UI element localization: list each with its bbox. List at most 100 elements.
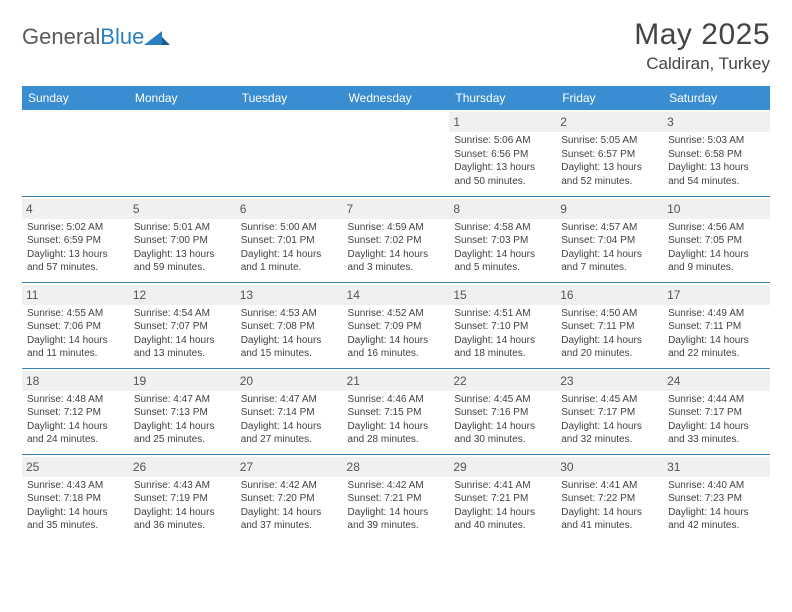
day-cell: 4Sunrise: 5:02 AMSunset: 6:59 PMDaylight… — [22, 196, 129, 282]
week-row: 4Sunrise: 5:02 AMSunset: 6:59 PMDaylight… — [22, 196, 770, 282]
day-number: 18 — [22, 371, 129, 391]
day-cell: 16Sunrise: 4:50 AMSunset: 7:11 PMDayligh… — [556, 282, 663, 368]
day-number: 23 — [556, 371, 663, 391]
day-details: Sunrise: 4:49 AMSunset: 7:11 PMDaylight:… — [667, 307, 766, 361]
day-cell: 3Sunrise: 5:03 AMSunset: 6:58 PMDaylight… — [663, 110, 770, 196]
day-number: 4 — [22, 199, 129, 219]
dow-sunday: Sunday — [22, 86, 129, 110]
day-details: Sunrise: 4:47 AMSunset: 7:14 PMDaylight:… — [240, 393, 339, 447]
calendar-page: GeneralBlue May 2025 Caldiran, Turkey Su… — [0, 0, 792, 540]
week-row: 18Sunrise: 4:48 AMSunset: 7:12 PMDayligh… — [22, 368, 770, 454]
day-details: Sunrise: 4:57 AMSunset: 7:04 PMDaylight:… — [560, 221, 659, 275]
day-cell: 1Sunrise: 5:06 AMSunset: 6:56 PMDaylight… — [449, 110, 556, 196]
day-cell: 14Sunrise: 4:52 AMSunset: 7:09 PMDayligh… — [343, 282, 450, 368]
dow-monday: Monday — [129, 86, 236, 110]
day-cell: 12Sunrise: 4:54 AMSunset: 7:07 PMDayligh… — [129, 282, 236, 368]
day-cell: 21Sunrise: 4:46 AMSunset: 7:15 PMDayligh… — [343, 368, 450, 454]
day-cell: 8Sunrise: 4:58 AMSunset: 7:03 PMDaylight… — [449, 196, 556, 282]
day-details: Sunrise: 4:54 AMSunset: 7:07 PMDaylight:… — [133, 307, 232, 361]
day-details: Sunrise: 4:53 AMSunset: 7:08 PMDaylight:… — [240, 307, 339, 361]
day-number: 1 — [449, 112, 556, 132]
day-number: 13 — [236, 285, 343, 305]
day-details: Sunrise: 4:48 AMSunset: 7:12 PMDaylight:… — [26, 393, 125, 447]
day-number: 16 — [556, 285, 663, 305]
day-cell: 11Sunrise: 4:55 AMSunset: 7:06 PMDayligh… — [22, 282, 129, 368]
day-cell: .. — [129, 110, 236, 196]
day-number: 9 — [556, 199, 663, 219]
day-cell: 23Sunrise: 4:45 AMSunset: 7:17 PMDayligh… — [556, 368, 663, 454]
day-details: Sunrise: 4:44 AMSunset: 7:17 PMDaylight:… — [667, 393, 766, 447]
day-details: Sunrise: 4:46 AMSunset: 7:15 PMDaylight:… — [347, 393, 446, 447]
day-details: Sunrise: 4:43 AMSunset: 7:18 PMDaylight:… — [26, 479, 125, 533]
day-cell: 30Sunrise: 4:41 AMSunset: 7:22 PMDayligh… — [556, 454, 663, 540]
day-details: Sunrise: 5:01 AMSunset: 7:00 PMDaylight:… — [133, 221, 232, 275]
day-number: 27 — [236, 457, 343, 477]
day-cell: 18Sunrise: 4:48 AMSunset: 7:12 PMDayligh… — [22, 368, 129, 454]
day-cell: 10Sunrise: 4:56 AMSunset: 7:05 PMDayligh… — [663, 196, 770, 282]
day-number: 21 — [343, 371, 450, 391]
day-details: Sunrise: 4:50 AMSunset: 7:11 PMDaylight:… — [560, 307, 659, 361]
day-cell: 31Sunrise: 4:40 AMSunset: 7:23 PMDayligh… — [663, 454, 770, 540]
day-number: 25 — [22, 457, 129, 477]
day-details: Sunrise: 4:47 AMSunset: 7:13 PMDaylight:… — [133, 393, 232, 447]
day-number: 17 — [663, 285, 770, 305]
day-number: 2 — [556, 112, 663, 132]
day-cell: 19Sunrise: 4:47 AMSunset: 7:13 PMDayligh… — [129, 368, 236, 454]
day-cell: 5Sunrise: 5:01 AMSunset: 7:00 PMDaylight… — [129, 196, 236, 282]
dow-friday: Friday — [556, 86, 663, 110]
day-number: 7 — [343, 199, 450, 219]
header: GeneralBlue May 2025 Caldiran, Turkey — [22, 18, 770, 74]
day-details: Sunrise: 5:05 AMSunset: 6:57 PMDaylight:… — [560, 134, 659, 188]
day-cell: .. — [236, 110, 343, 196]
day-cell: 6Sunrise: 5:00 AMSunset: 7:01 PMDaylight… — [236, 196, 343, 282]
week-row: 25Sunrise: 4:43 AMSunset: 7:18 PMDayligh… — [22, 454, 770, 540]
day-details: Sunrise: 4:51 AMSunset: 7:10 PMDaylight:… — [453, 307, 552, 361]
day-details: Sunrise: 4:42 AMSunset: 7:21 PMDaylight:… — [347, 479, 446, 533]
day-number: 20 — [236, 371, 343, 391]
day-number: 22 — [449, 371, 556, 391]
day-number: 15 — [449, 285, 556, 305]
dow-row: SundayMondayTuesdayWednesdayThursdayFrid… — [22, 86, 770, 110]
dow-thursday: Thursday — [449, 86, 556, 110]
day-details: Sunrise: 5:03 AMSunset: 6:58 PMDaylight:… — [667, 134, 766, 188]
day-cell: 13Sunrise: 4:53 AMSunset: 7:08 PMDayligh… — [236, 282, 343, 368]
dow-wednesday: Wednesday — [343, 86, 450, 110]
day-cell: 17Sunrise: 4:49 AMSunset: 7:11 PMDayligh… — [663, 282, 770, 368]
day-details: Sunrise: 4:45 AMSunset: 7:17 PMDaylight:… — [560, 393, 659, 447]
week-row: ........1Sunrise: 5:06 AMSunset: 6:56 PM… — [22, 110, 770, 196]
day-details: Sunrise: 4:42 AMSunset: 7:20 PMDaylight:… — [240, 479, 339, 533]
day-details: Sunrise: 4:41 AMSunset: 7:22 PMDaylight:… — [560, 479, 659, 533]
logo: GeneralBlue — [22, 18, 170, 50]
day-details: Sunrise: 4:59 AMSunset: 7:02 PMDaylight:… — [347, 221, 446, 275]
day-cell: 9Sunrise: 4:57 AMSunset: 7:04 PMDaylight… — [556, 196, 663, 282]
day-number: 10 — [663, 199, 770, 219]
day-cell: 22Sunrise: 4:45 AMSunset: 7:16 PMDayligh… — [449, 368, 556, 454]
day-details: Sunrise: 4:58 AMSunset: 7:03 PMDaylight:… — [453, 221, 552, 275]
day-number: 11 — [22, 285, 129, 305]
day-number: 31 — [663, 457, 770, 477]
day-cell: 25Sunrise: 4:43 AMSunset: 7:18 PMDayligh… — [22, 454, 129, 540]
day-cell: 20Sunrise: 4:47 AMSunset: 7:14 PMDayligh… — [236, 368, 343, 454]
dow-saturday: Saturday — [663, 86, 770, 110]
day-cell: 15Sunrise: 4:51 AMSunset: 7:10 PMDayligh… — [449, 282, 556, 368]
day-details: Sunrise: 4:40 AMSunset: 7:23 PMDaylight:… — [667, 479, 766, 533]
month-title: May 2025 — [634, 18, 770, 52]
day-cell: 29Sunrise: 4:41 AMSunset: 7:21 PMDayligh… — [449, 454, 556, 540]
day-number: 5 — [129, 199, 236, 219]
dow-tuesday: Tuesday — [236, 86, 343, 110]
logo-word-a: General — [22, 24, 100, 49]
day-number: 14 — [343, 285, 450, 305]
day-details: Sunrise: 4:41 AMSunset: 7:21 PMDaylight:… — [453, 479, 552, 533]
day-number: 30 — [556, 457, 663, 477]
day-details: Sunrise: 4:43 AMSunset: 7:19 PMDaylight:… — [133, 479, 232, 533]
day-cell: .. — [343, 110, 450, 196]
day-cell: 7Sunrise: 4:59 AMSunset: 7:02 PMDaylight… — [343, 196, 450, 282]
day-details: Sunrise: 4:52 AMSunset: 7:09 PMDaylight:… — [347, 307, 446, 361]
day-number: 12 — [129, 285, 236, 305]
day-details: Sunrise: 4:55 AMSunset: 7:06 PMDaylight:… — [26, 307, 125, 361]
day-number: 29 — [449, 457, 556, 477]
day-details: Sunrise: 5:00 AMSunset: 7:01 PMDaylight:… — [240, 221, 339, 275]
day-number: 19 — [129, 371, 236, 391]
day-number: 6 — [236, 199, 343, 219]
day-number: 8 — [449, 199, 556, 219]
